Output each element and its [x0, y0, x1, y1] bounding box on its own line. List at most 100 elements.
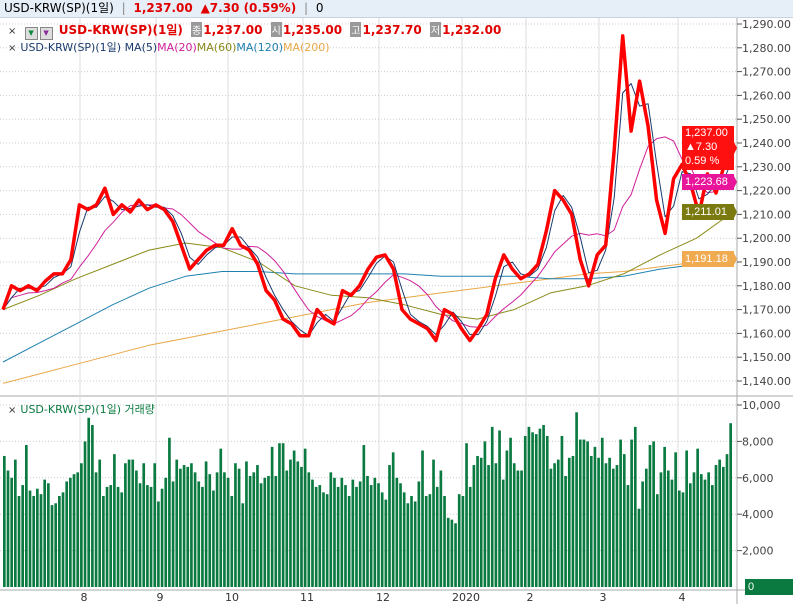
volume-bar: [527, 426, 531, 587]
volume-bar: [329, 472, 333, 587]
volume-bar: [10, 477, 14, 587]
volume-bar: [281, 443, 285, 587]
high-badge: 고: [350, 22, 362, 37]
volume-bar: [428, 494, 432, 587]
volume-bar: [677, 490, 681, 587]
price-line: [1, 34, 735, 343]
low-badge: 저: [429, 22, 442, 37]
volume-bar: [567, 457, 571, 587]
open-badge: 시: [270, 22, 282, 37]
volume-bar: [131, 459, 135, 587]
volume-bar: [21, 485, 25, 587]
volume-tick-label: 10,000: [742, 399, 781, 412]
volume-bar: [76, 472, 80, 587]
volume-bar: [83, 441, 87, 587]
close-icon[interactable]: ×: [8, 43, 17, 54]
volume-bar: [344, 485, 347, 587]
volume-bar: [358, 481, 362, 587]
move-down-icon[interactable]: ▼: [24, 27, 38, 40]
volume-bar: [523, 435, 527, 587]
legend-ma60: MA(60): [196, 41, 237, 54]
x-tick-label: 9: [157, 591, 164, 604]
volume-bar: [369, 485, 373, 587]
volume-bar: [14, 459, 17, 587]
volume-tick-label: 4,000: [742, 508, 774, 521]
legend-high: 1,237.70: [362, 23, 422, 37]
volume-bar: [256, 465, 259, 587]
tag-pointer: [734, 206, 737, 218]
volume-bar: [32, 496, 36, 587]
volume-bar: [47, 483, 50, 587]
volume-bar: [28, 490, 32, 587]
last-price-tag: 1,237.00 ▲7.30 0.59 %: [682, 126, 734, 170]
volume-bar: [124, 463, 127, 587]
volume-bar: [289, 459, 292, 587]
volume-bar: [663, 446, 666, 587]
volume-bar: [534, 434, 538, 587]
y-tick-label: 1,210.00: [742, 208, 791, 221]
volume-bar: [237, 468, 241, 587]
volume-bar: [149, 486, 153, 587]
volume-bar: [135, 470, 138, 587]
ma60-tag: 1,211.01: [682, 204, 734, 220]
volume-bar: [395, 477, 399, 587]
volume-bar: [171, 481, 175, 587]
volume-bar: [413, 501, 417, 587]
volume-bar: [516, 470, 520, 587]
volume-bar: [417, 481, 421, 587]
volume-bar: [270, 446, 274, 587]
volume-bar: [586, 441, 589, 587]
volume-bar: [50, 505, 54, 587]
volume-bar: [641, 481, 644, 587]
separator: |: [121, 1, 126, 15]
volume-bar: [25, 445, 28, 587]
y-tick-label: 1,150.00: [742, 351, 791, 364]
legend-ma120: MA(120): [236, 41, 283, 54]
volume-bar: [549, 468, 553, 587]
volume-bar: [391, 452, 395, 587]
x-tick-label: 12: [376, 591, 390, 604]
tag-pointer: [734, 142, 737, 154]
y-tick-label: 1,240.00: [742, 137, 791, 150]
volume-bar: [336, 486, 340, 587]
volume-bar: [212, 490, 215, 587]
volume-bar: [494, 463, 498, 587]
legend-close: 1,237.00: [203, 23, 263, 37]
volume-bar: [190, 463, 193, 587]
volume-bar: [421, 450, 424, 587]
volume-bar: [164, 477, 168, 587]
y-tick-label: 1,170.00: [742, 304, 791, 317]
volume-bar: [674, 452, 677, 587]
volume-bar: [446, 517, 450, 587]
style-dropdown-icon[interactable]: ▼: [39, 27, 53, 40]
volume-bar: [17, 496, 21, 587]
separator: |: [304, 1, 309, 15]
y-tick-label: 1,180.00: [742, 280, 791, 293]
volume-bar: [303, 448, 307, 587]
volume-bar: [410, 496, 413, 587]
close-icon[interactable]: ×: [8, 26, 17, 37]
volume-bar: [215, 472, 219, 587]
tag-percent: 0.59 %: [685, 155, 720, 167]
close-icon[interactable]: ×: [8, 405, 17, 416]
volume-bar: [182, 465, 186, 587]
volume-bar: [553, 463, 556, 587]
volume-bar: [142, 463, 146, 587]
volume-bar: [692, 472, 696, 587]
volume-bar: [241, 503, 245, 587]
volume-bar: [252, 472, 256, 587]
ma-prefix: USD-KRW(SP)(1일): [20, 41, 122, 54]
price-legend: × ▼ ▼ USD-KRW(SP)(1일) 종 1,237.00 시 1,235.00…: [8, 21, 501, 40]
volume-bar: [670, 479, 674, 587]
volume-bar: [322, 492, 325, 587]
volume-bar: [219, 448, 223, 587]
x-tick-label: 3: [600, 591, 607, 604]
volume-bar: [615, 465, 619, 587]
volume-bar: [630, 439, 633, 587]
volume-bar: [263, 477, 267, 587]
volume-bar: [377, 483, 380, 587]
volume-bar: [248, 475, 252, 587]
volume-bar: [58, 496, 61, 587]
volume-bar: [659, 472, 663, 587]
